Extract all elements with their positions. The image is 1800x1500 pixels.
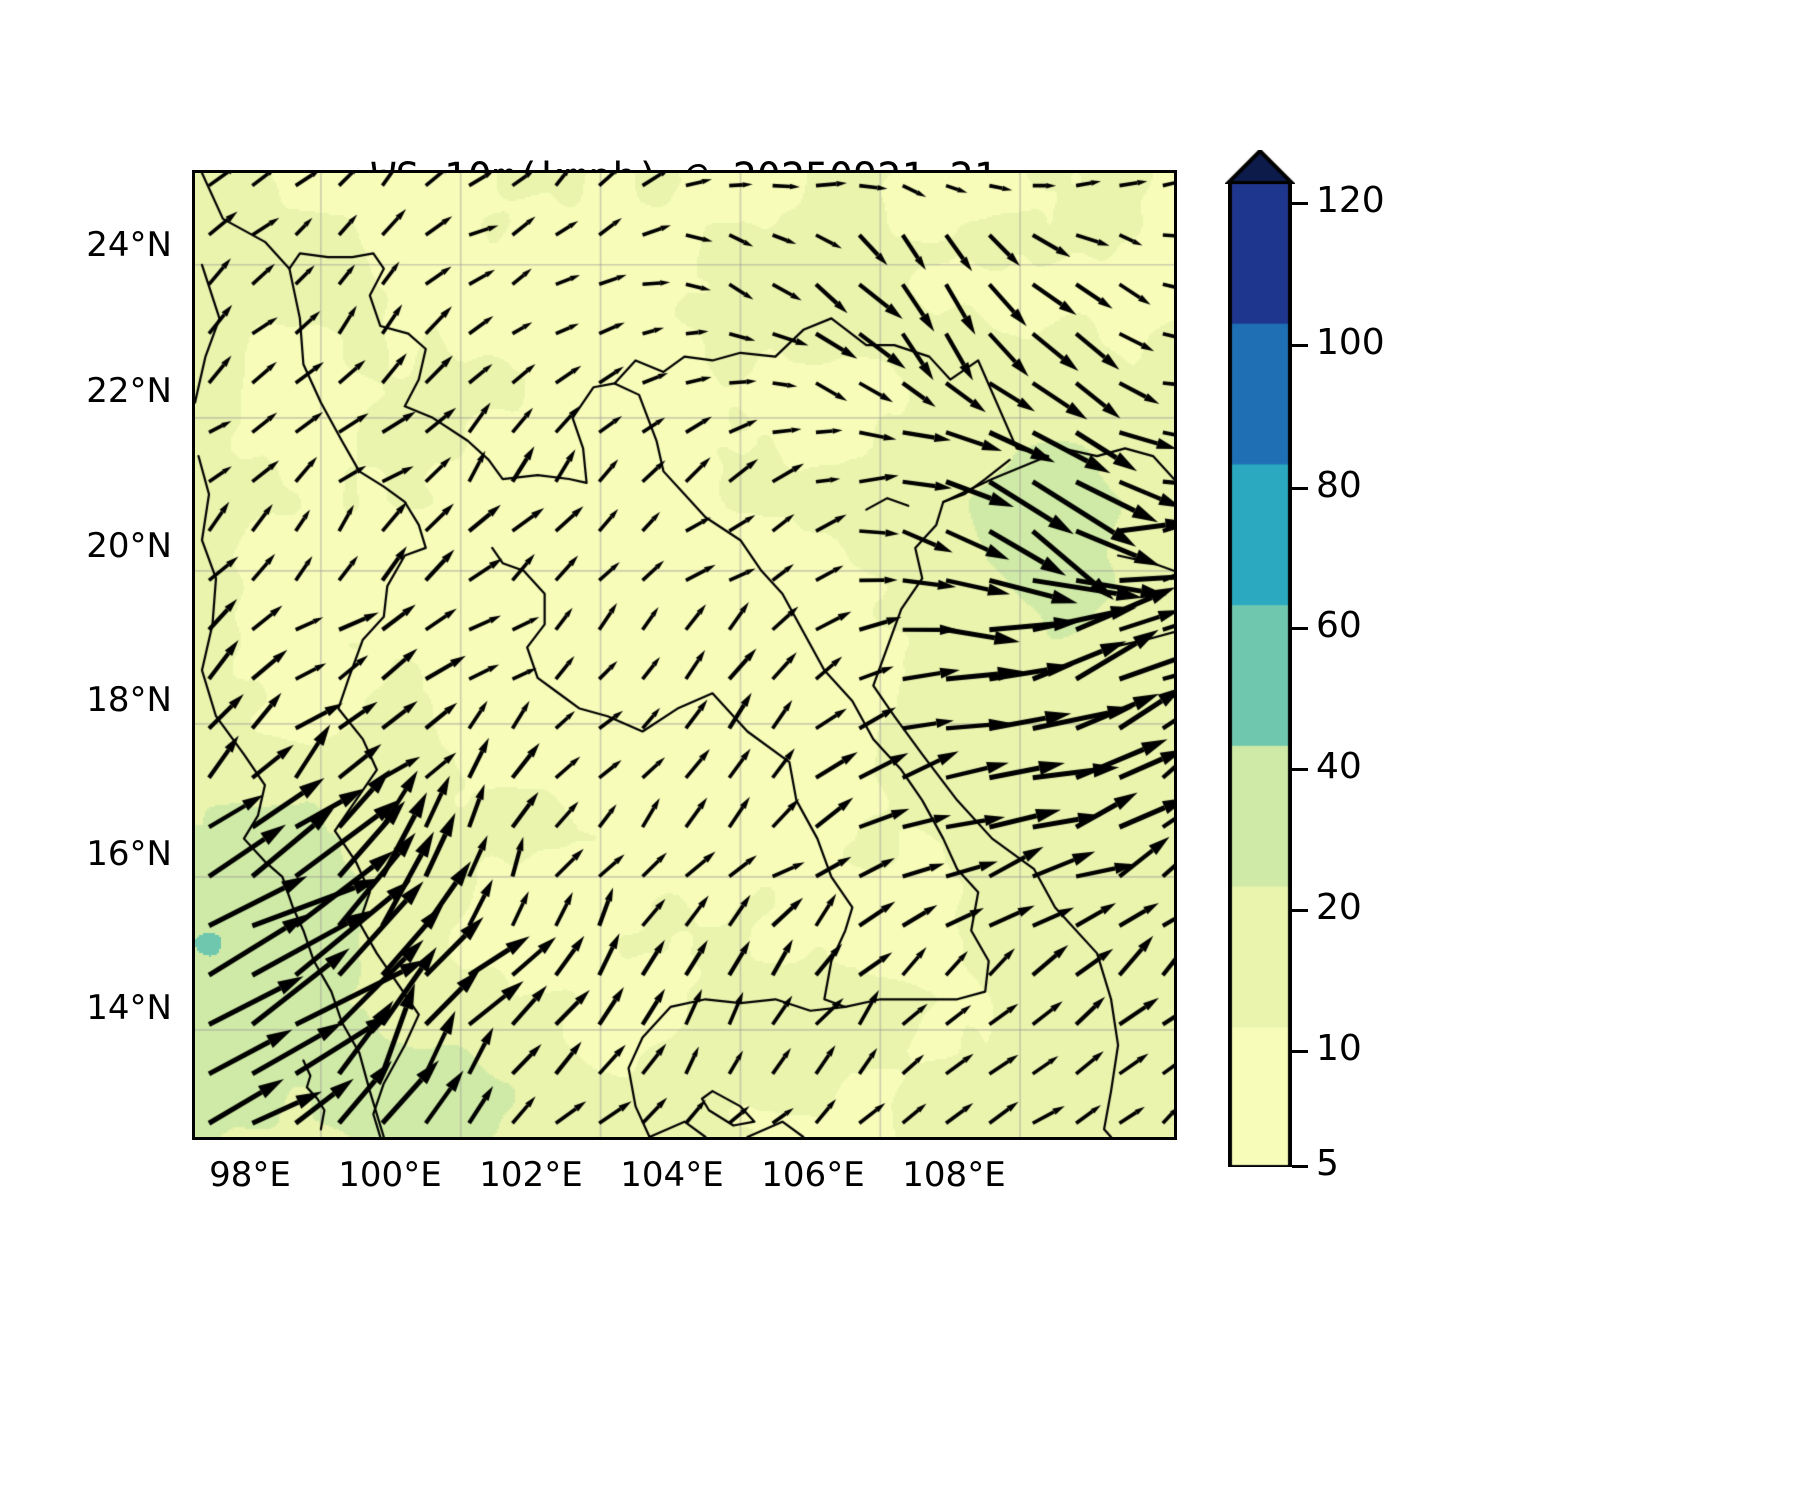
colorbar-tick-label-20: 20 (1316, 887, 1362, 928)
ytick-label-5: 14°N (86, 988, 172, 1028)
colorbar-tick-label-60: 60 (1316, 605, 1362, 646)
colorbar-tick-mark-80 (1292, 487, 1308, 490)
colorbar-tick-label-100: 100 (1316, 322, 1385, 363)
colorbar-tick-mark-40 (1292, 768, 1308, 771)
ytick-label-2: 20°N (86, 526, 172, 566)
xtick-label-4: 106°E (761, 1155, 865, 1195)
colorbar-tick-mark-5 (1292, 1165, 1308, 1168)
colorbar-tick-label-5: 5 (1316, 1143, 1339, 1184)
xtick-label-3: 104°E (620, 1155, 724, 1195)
colorbar-tick-mark-100 (1292, 344, 1308, 347)
xtick-label-5: 108°E (902, 1155, 1006, 1195)
colorbar (1228, 182, 1292, 1167)
colorbar-gradient (1228, 182, 1292, 1167)
xtick-label-0: 98°E (209, 1155, 291, 1195)
colorbar-tick-label-80: 80 (1316, 465, 1362, 506)
ytick-label-4: 16°N (86, 834, 172, 874)
xtick-label-2: 102°E (479, 1155, 583, 1195)
ytick-label-0: 24°N (86, 225, 172, 265)
colorbar-tick-mark-60 (1292, 627, 1308, 630)
ytick-label-3: 18°N (86, 680, 172, 720)
colorbar-extend-max-arrow (1225, 150, 1295, 184)
colorbar-tick-mark-10 (1292, 1050, 1308, 1053)
colorbar-tick-label-10: 10 (1316, 1028, 1362, 1069)
colorbar-tick-label-120: 120 (1316, 180, 1385, 221)
wind-speed-map (195, 173, 1174, 1137)
colorbar-tick-label-40: 40 (1316, 746, 1362, 787)
xtick-label-1: 100°E (338, 1155, 442, 1195)
ytick-label-1: 22°N (86, 371, 172, 411)
colorbar-tick-mark-20 (1292, 909, 1308, 912)
map-plot-area[interactable] (192, 170, 1177, 1140)
colorbar-tick-mark-120 (1292, 202, 1308, 205)
